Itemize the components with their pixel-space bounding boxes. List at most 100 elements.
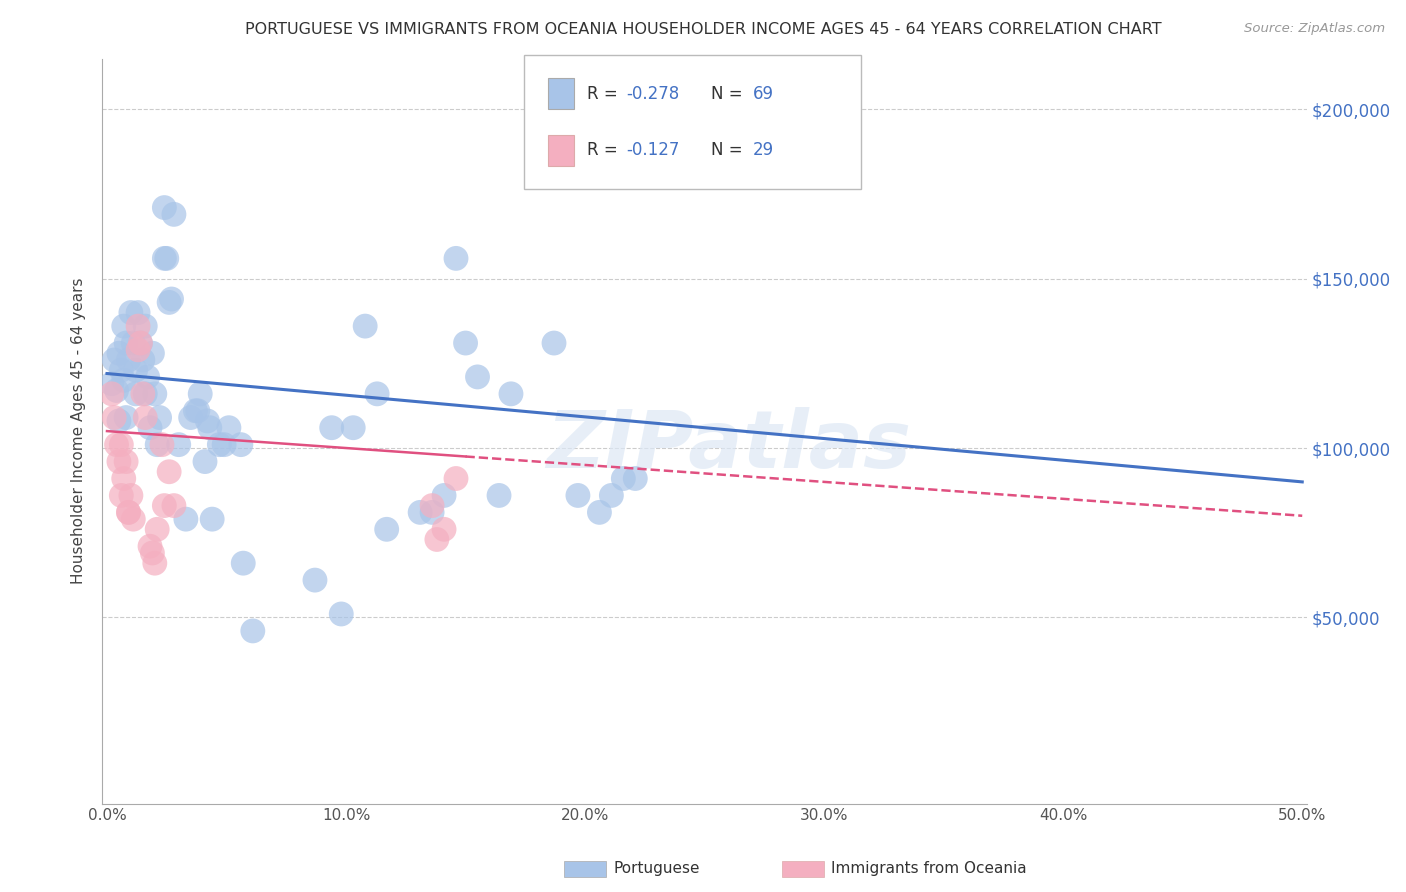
Point (132, 353, 155, 368)
Point (588, 505, 610, 519)
Point (112, 319, 135, 334)
Point (129, 336, 152, 351)
Point (143, 387, 166, 401)
Point (433, 488, 456, 502)
Point (194, 454, 217, 468)
Point (134, 387, 156, 401)
Point (108, 454, 131, 468)
Point (120, 305, 142, 319)
Point (110, 437, 132, 451)
Point (127, 305, 149, 319)
Point (342, 420, 364, 434)
Text: N =: N = (710, 85, 748, 103)
Point (366, 387, 388, 401)
Point (117, 353, 139, 368)
FancyBboxPatch shape (524, 54, 862, 189)
Text: Immigrants from Oceania: Immigrants from Oceania (831, 862, 1026, 876)
Point (124, 387, 146, 401)
FancyBboxPatch shape (548, 78, 575, 109)
Text: Portuguese: Portuguese (613, 862, 700, 876)
Point (149, 410, 172, 425)
Point (612, 471, 634, 485)
Point (153, 201, 176, 215)
Point (180, 410, 202, 425)
Point (187, 404, 209, 418)
Point (201, 512, 224, 526)
Point (103, 410, 125, 425)
Point (600, 488, 623, 502)
Text: R =: R = (586, 85, 623, 103)
Text: PORTUGUESE VS IMMIGRANTS FROM OCEANIA HOUSEHOLDER INCOME AGES 45 - 64 YEARS CORR: PORTUGUESE VS IMMIGRANTS FROM OCEANIA HO… (245, 22, 1161, 37)
Point (163, 499, 186, 513)
Point (163, 207, 186, 221)
Point (433, 522, 456, 536)
FancyBboxPatch shape (548, 135, 575, 166)
Point (124, 363, 146, 377)
Point (129, 336, 152, 351)
Point (543, 336, 565, 351)
Text: Source: ZipAtlas.com: Source: ZipAtlas.com (1244, 22, 1385, 36)
Point (174, 512, 197, 526)
Y-axis label: Householder Income Ages 45 - 64 years: Householder Income Ages 45 - 64 years (72, 277, 86, 584)
Point (143, 556, 166, 570)
Point (420, 505, 443, 519)
Point (115, 410, 138, 425)
Text: -0.127: -0.127 (626, 141, 679, 159)
Point (117, 505, 139, 519)
Point (167, 437, 190, 451)
Point (212, 437, 235, 451)
Point (444, 471, 467, 485)
Point (141, 346, 163, 360)
Point (117, 505, 139, 519)
Point (624, 471, 647, 485)
Point (132, 387, 155, 401)
Point (304, 573, 326, 587)
Point (420, 499, 443, 513)
Point (100, 376, 122, 391)
Text: 69: 69 (752, 85, 773, 103)
Point (134, 410, 156, 425)
Point (184, 404, 207, 418)
Point (127, 319, 149, 334)
Point (499, 387, 522, 401)
Point (146, 437, 169, 451)
Point (112, 471, 135, 485)
Point (139, 539, 162, 553)
Point (122, 336, 145, 351)
Point (157, 465, 180, 479)
Point (108, 414, 131, 428)
Text: ZIPatlas: ZIPatlas (546, 407, 911, 485)
Point (157, 295, 180, 310)
Point (321, 420, 343, 434)
Point (426, 533, 449, 547)
Text: -0.278: -0.278 (626, 85, 679, 103)
Point (150, 437, 173, 451)
Point (105, 437, 128, 451)
Point (110, 363, 132, 377)
Point (160, 292, 183, 306)
Point (110, 488, 132, 502)
Point (156, 252, 179, 266)
Point (103, 353, 125, 368)
Point (112, 373, 135, 387)
Point (454, 336, 477, 351)
Text: 29: 29 (752, 141, 773, 159)
Point (188, 387, 211, 401)
Point (208, 437, 231, 451)
Point (115, 336, 138, 351)
Point (141, 546, 163, 560)
Point (232, 556, 254, 570)
Point (105, 384, 128, 398)
Point (127, 343, 149, 357)
Point (136, 370, 159, 384)
Text: N =: N = (710, 141, 748, 159)
Point (467, 370, 489, 384)
Point (409, 505, 432, 519)
Text: R =: R = (586, 141, 623, 159)
Point (108, 346, 131, 360)
Point (567, 488, 589, 502)
Point (444, 252, 467, 266)
Point (153, 499, 176, 513)
Point (354, 319, 377, 334)
Point (375, 522, 398, 536)
